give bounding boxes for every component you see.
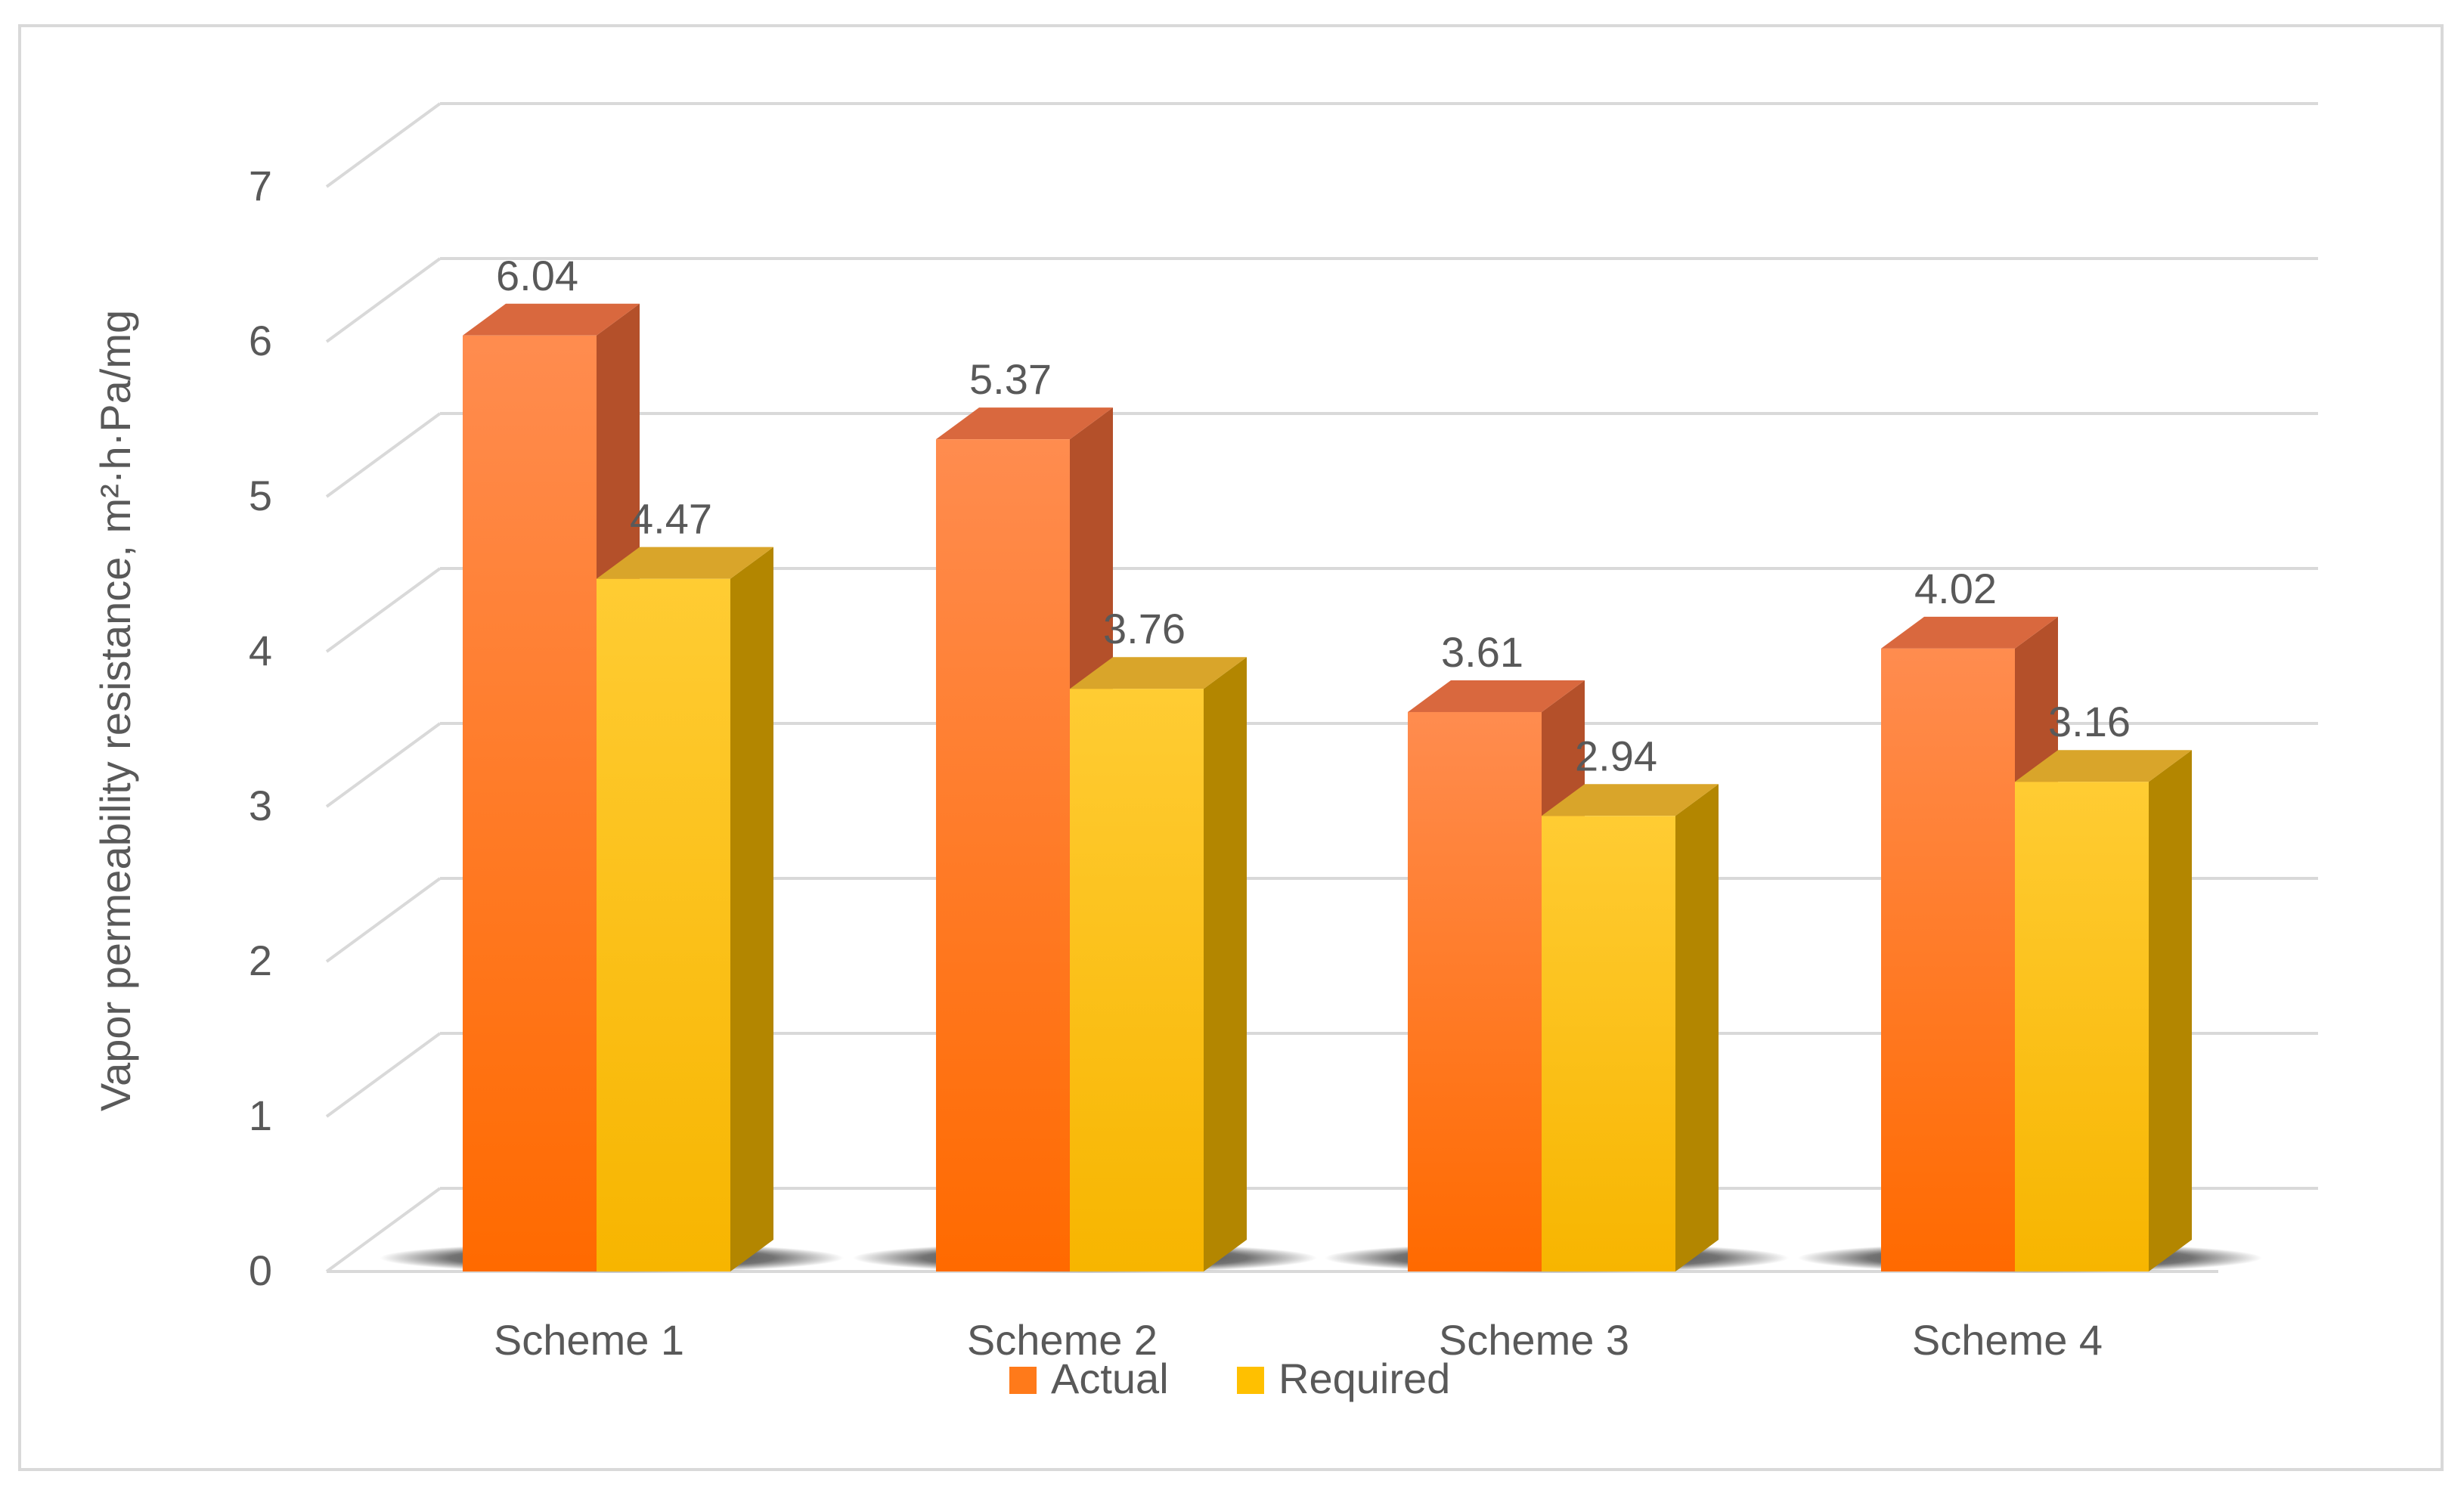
bar-side-required-4 [2149, 750, 2192, 1271]
bar-actual-4 [1881, 648, 2015, 1271]
bar-actual-3 [1408, 711, 1542, 1271]
gridline-side-1 [325, 1032, 442, 1118]
bar-actual-1 [463, 335, 597, 1271]
gridline-side-4 [325, 567, 442, 653]
bar-top-actual-3 [1408, 680, 1585, 712]
bar-top-required-2 [1070, 657, 1247, 689]
data-label-required-1: 4.47 [630, 495, 712, 543]
bar-top-required-3 [1542, 784, 1719, 816]
legend: Actual Required [1009, 1355, 1450, 1402]
y-tick-label-4: 4 [249, 627, 272, 674]
bar-side-required-2 [1204, 657, 1247, 1271]
y-tick-label-5: 5 [249, 472, 272, 519]
gridline-side-5 [325, 412, 442, 498]
y-tick-label-6: 6 [249, 317, 272, 364]
y-axis-ticks: 0 1 2 3 4 5 6 7 [249, 162, 272, 1294]
y-axis-title: Vapor permeability resistance, m²·h·Pa/m… [91, 310, 139, 1111]
y-tick-label-1: 1 [249, 1092, 272, 1139]
legend-swatch-required [1237, 1367, 1264, 1394]
bar-side-required-3 [1675, 784, 1719, 1271]
gridline-side-7 [325, 102, 442, 188]
y-tick-label-3: 3 [249, 782, 272, 829]
gridline-side-2 [325, 877, 442, 963]
bar-top-actual-2 [936, 407, 1113, 440]
legend-label-required: Required [1278, 1355, 1450, 1402]
bar-top-actual-1 [463, 303, 640, 336]
data-label-required-2: 3.76 [1103, 605, 1186, 652]
bar-required-3 [1542, 816, 1675, 1271]
x-axis-categories: Scheme 1 Scheme 2 Scheme 3 Scheme 4 [494, 1316, 2103, 1364]
data-label-required-4: 3.16 [2048, 698, 2131, 745]
data-label-required-3: 2.94 [1575, 732, 1657, 779]
bar-top-actual-4 [1881, 616, 2058, 649]
gridline-side-6 [325, 257, 442, 343]
x-category-label-4: Scheme 4 [1912, 1316, 2103, 1364]
bar-required-2 [1070, 689, 1204, 1271]
bar-top-required-1 [597, 547, 773, 579]
x-category-label-2: Scheme 2 [967, 1316, 1158, 1364]
data-label-actual-3: 3.61 [1441, 628, 1523, 676]
bar-actual-2 [936, 439, 1070, 1271]
x-category-label-1: Scheme 1 [494, 1316, 684, 1364]
bars [463, 303, 2192, 1271]
data-label-actual-1: 6.04 [496, 252, 578, 299]
bar-required-4 [2015, 782, 2149, 1271]
legend-swatch-actual [1009, 1367, 1037, 1394]
data-labels: 6.04 4.47 5.37 3.76 3.61 2.94 4.02 3.16 [496, 252, 2131, 780]
gridline-side-3 [325, 722, 442, 808]
bar-required-1 [597, 578, 730, 1271]
y-tick-label-0: 0 [249, 1247, 272, 1294]
y-tick-label-7: 7 [249, 162, 272, 209]
bar-side-required-1 [730, 547, 773, 1271]
x-category-label-3: Scheme 3 [1439, 1316, 1629, 1364]
bar-top-required-4 [2015, 750, 2192, 782]
gridline-side-0 [325, 1187, 442, 1273]
y-tick-label-2: 2 [249, 937, 272, 984]
legend-label-actual: Actual [1051, 1355, 1169, 1402]
data-label-actual-4: 4.02 [1914, 565, 1997, 612]
data-label-actual-2: 5.37 [969, 355, 1052, 403]
